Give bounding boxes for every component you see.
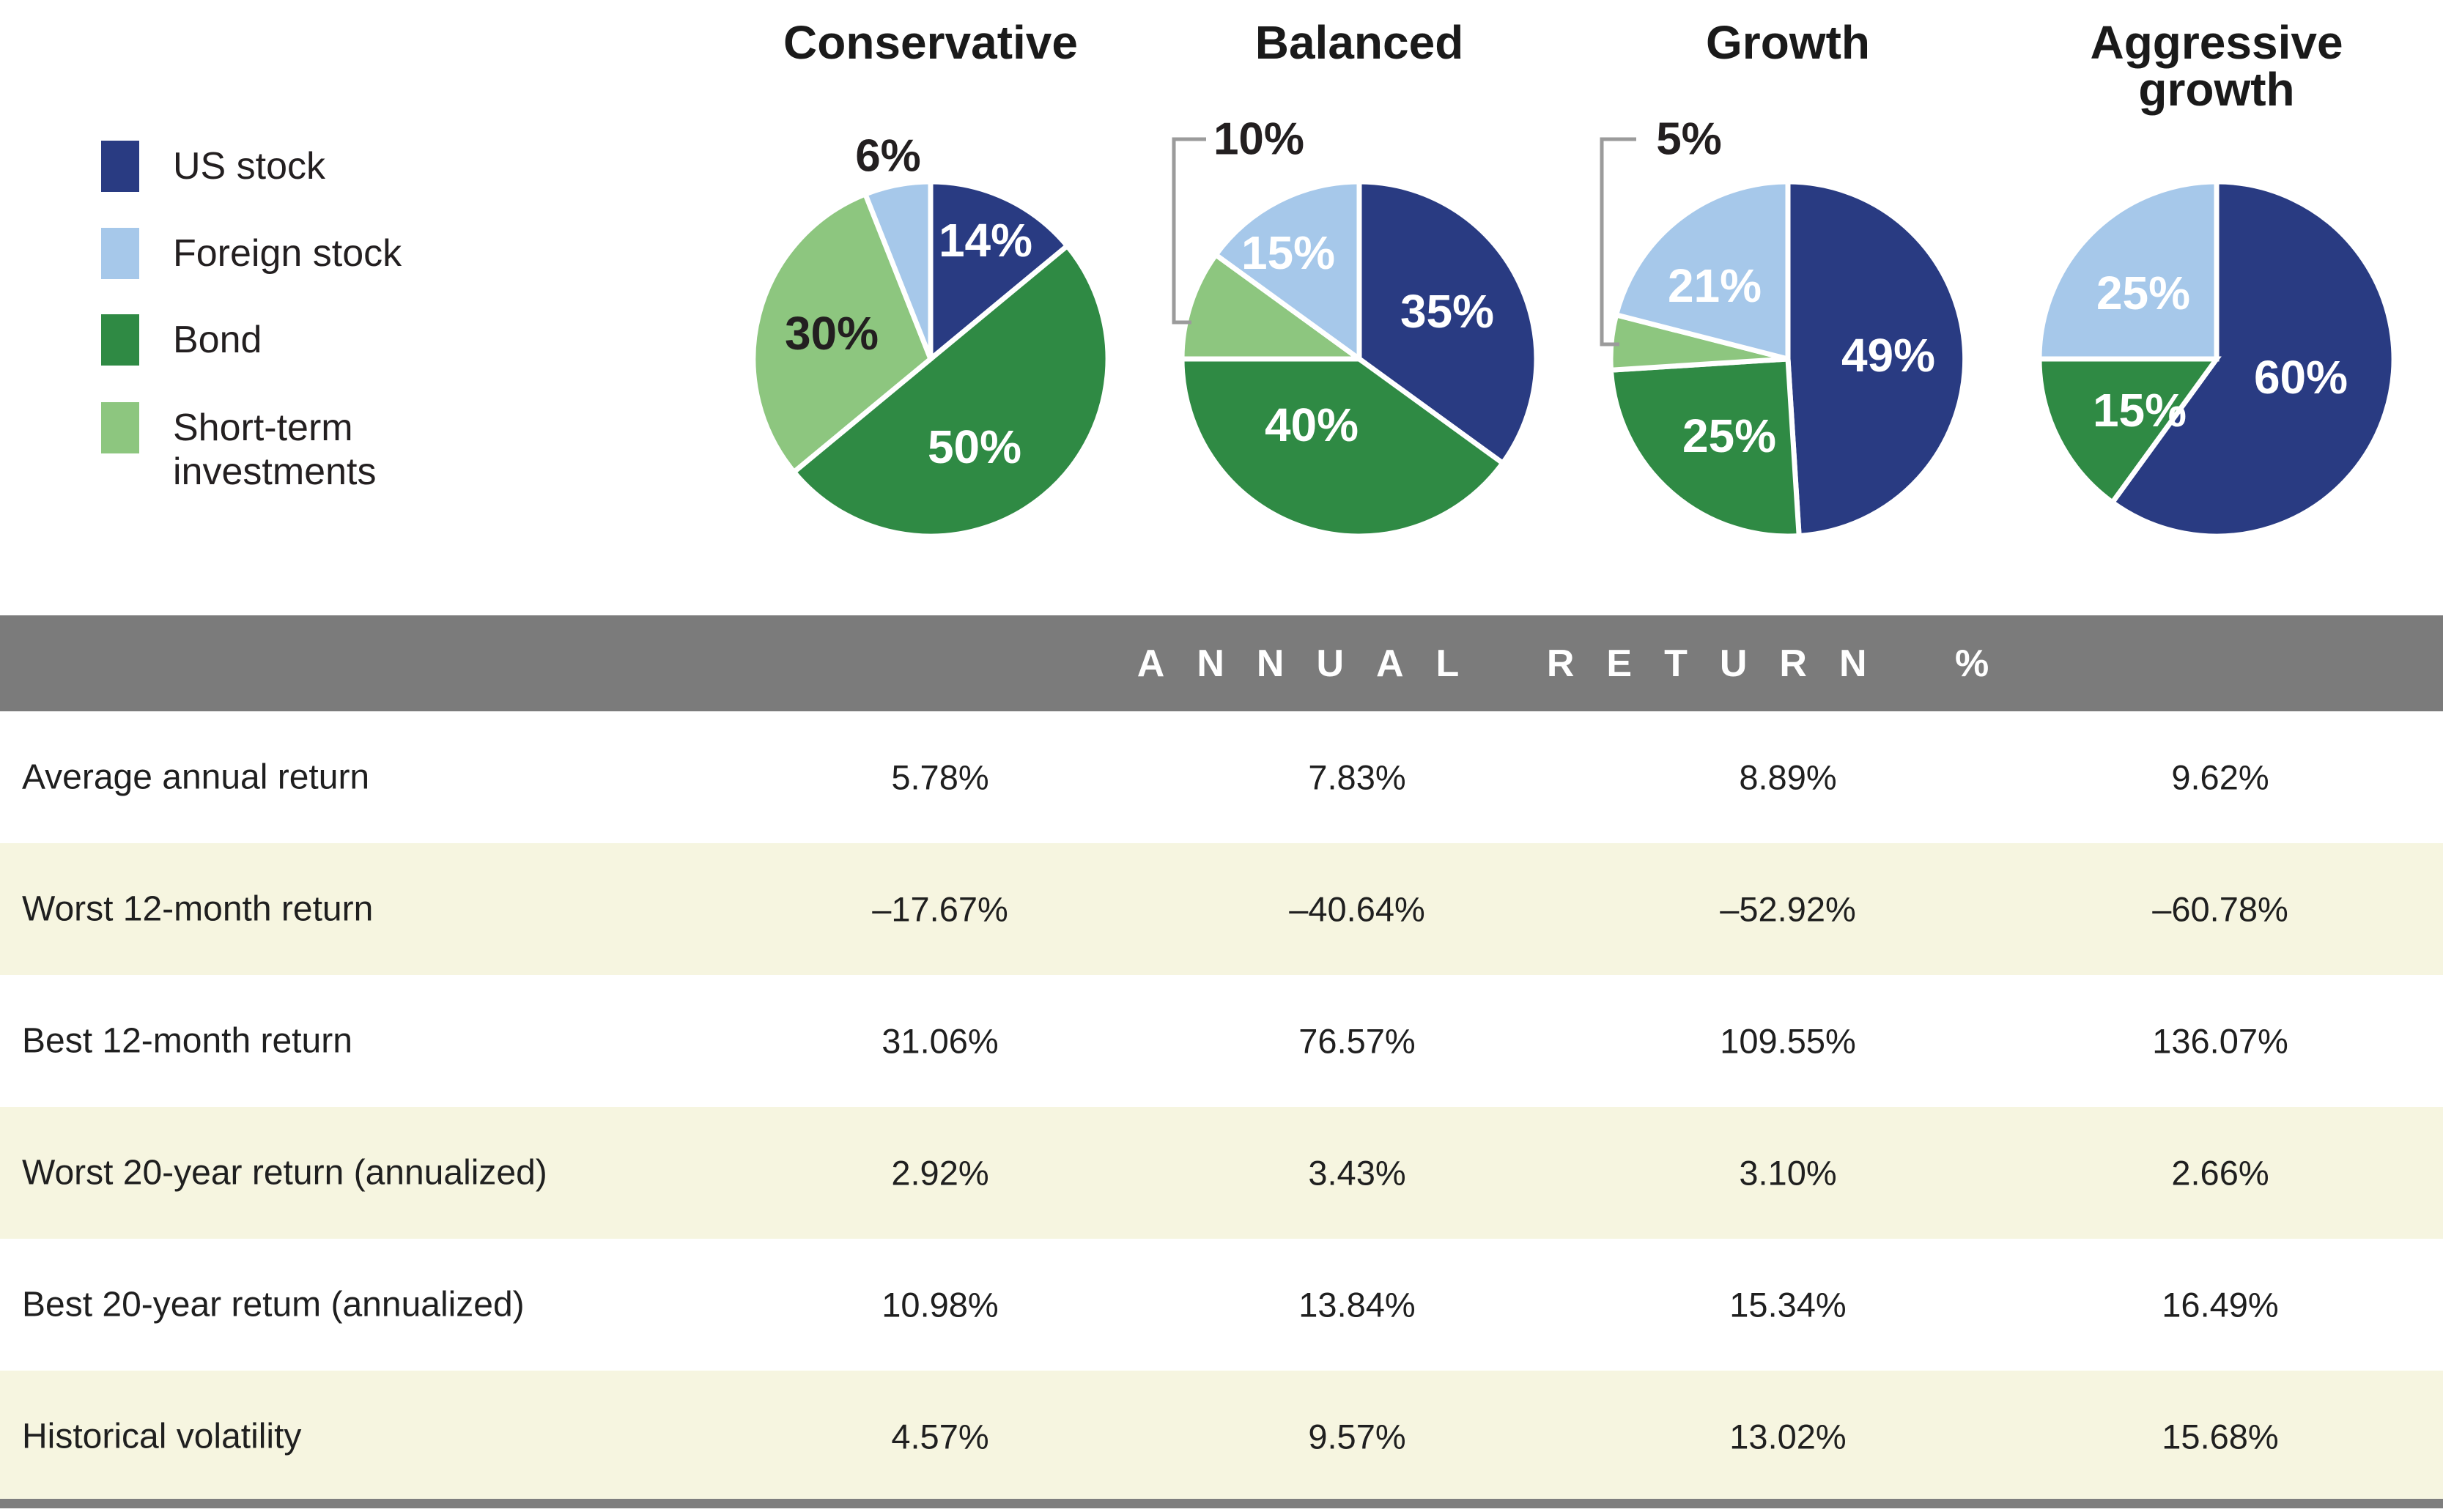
legend-item: Short-term investments xyxy=(101,402,376,494)
row-value: 109.55% xyxy=(1720,1021,1856,1061)
row-value: 7.83% xyxy=(1308,757,1406,797)
legend-swatch-short_term xyxy=(101,402,139,453)
pie-title: Conservative xyxy=(783,16,1078,69)
pie-slice-label: 60% xyxy=(2254,351,2348,404)
table-header-band: ANNUAL RETURN % xyxy=(0,615,2443,711)
row-value: 16.49% xyxy=(2162,1285,2279,1324)
pie-slice-label: 30% xyxy=(785,307,879,360)
row-value: 2.66% xyxy=(2171,1153,2269,1193)
pie-slice xyxy=(1785,179,1968,539)
row-value: 5.78% xyxy=(891,757,989,797)
pie-slice-label: 49% xyxy=(1841,329,1935,382)
pie-slice xyxy=(2036,179,2220,362)
table-row: Best 12-month return 31.06% 76.57% 109.55% 1… xyxy=(0,975,2443,1107)
pie-slice xyxy=(790,242,1111,539)
row-value: 8.89% xyxy=(1739,757,1837,797)
pie-slice xyxy=(2036,356,2222,506)
legend-swatch-us_stock xyxy=(101,141,139,192)
legend-item: Bond xyxy=(101,314,262,366)
pie-slice-label: 14% xyxy=(939,214,1032,267)
row-value: 10.98% xyxy=(882,1285,999,1324)
pie-slice-label: 50% xyxy=(928,420,1021,473)
row-label: Worst 12-month return xyxy=(22,889,374,929)
legend-label: Short-term investments xyxy=(173,407,377,493)
legend-label: US stock xyxy=(173,145,326,188)
pie-slice-label: 21% xyxy=(1668,259,1762,312)
legend-item: US stock xyxy=(101,141,325,192)
legend-swatch-foreign_stock xyxy=(101,228,139,279)
pie-slice xyxy=(862,179,934,360)
pie-title: Aggressive growth xyxy=(2090,16,2343,116)
row-label: Best 12-month return xyxy=(22,1021,352,1061)
pie-slice xyxy=(1608,356,1802,539)
table-row: Worst 12-month return –17.67% –40.64% –52.9… xyxy=(0,843,2443,975)
pie-slice xyxy=(928,179,1071,365)
pie-slice xyxy=(1356,179,1540,467)
row-label: Best 20-year retum (annualized) xyxy=(22,1285,525,1324)
row-value: 13.02% xyxy=(1729,1417,1847,1456)
row-value: –52.92% xyxy=(1720,889,1856,929)
row-value: 31.06% xyxy=(882,1021,999,1061)
pie-slice-label: 6% xyxy=(855,131,921,182)
table-row: Average annual return 5.78% 7.83% 8.89% 9.62… xyxy=(0,711,2443,843)
pie-slice xyxy=(1179,356,1507,539)
pie-slice xyxy=(2108,179,2397,539)
pie-slice-label: 35% xyxy=(1400,285,1494,338)
pie-slice-label: 15% xyxy=(2093,384,2187,437)
row-value: 3.43% xyxy=(1308,1153,1406,1193)
pie-slice-label: 15% xyxy=(1241,226,1335,279)
bottom-border-bar xyxy=(0,1499,2443,1508)
row-value: 76.57% xyxy=(1298,1021,1416,1061)
table-rows: Average annual return 5.78% 7.83% 8.89% 9.62… xyxy=(0,711,2443,1502)
pies-svg: 14% 50% 30% 6% 35% 40% 10% 15% 49% 25% 5% 21% 60% 15%… xyxy=(750,114,2397,539)
callout-bracket xyxy=(1172,137,1206,325)
pie-slice-label: 25% xyxy=(2096,267,2190,319)
row-value: 15.34% xyxy=(1729,1285,1847,1324)
pie-slice xyxy=(750,190,934,476)
table-row: Historical volatility 4.57% 9.57% 13.02% 15.… xyxy=(0,1371,2443,1502)
legend-swatch-bond xyxy=(101,314,139,366)
row-value: –17.67% xyxy=(872,889,1008,929)
row-value: 9.57% xyxy=(1308,1417,1406,1456)
pie-slice xyxy=(1179,251,1367,362)
row-value: 3.10% xyxy=(1739,1153,1837,1193)
pie-title: Growth xyxy=(1706,16,1870,69)
table-row: Worst 20-year return (annualized) 2.92% 3.… xyxy=(0,1107,2443,1239)
legend: US stock Foreign stock Bond Short-term inve… xyxy=(0,0,659,615)
row-value: 136.07% xyxy=(2152,1021,2288,1061)
pie-title: Balanced xyxy=(1254,16,1464,69)
legend-item: Foreign stock xyxy=(101,228,402,279)
row-label: Worst 20-year return (annualized) xyxy=(22,1153,547,1193)
row-value: –60.78% xyxy=(2152,889,2288,929)
legend-label: Bond xyxy=(173,319,262,361)
pie-slice-label: 25% xyxy=(1682,410,1776,462)
row-value: 4.57% xyxy=(891,1417,989,1456)
table-row: Best 20-year retum (annualized) 10.98% 13.… xyxy=(0,1239,2443,1371)
row-value: 9.62% xyxy=(2171,757,2269,797)
pie-slice-label: 40% xyxy=(1265,399,1359,451)
pie-slice-label: 10% xyxy=(1213,114,1304,165)
row-value: 13.84% xyxy=(1298,1285,1416,1324)
pie-slice xyxy=(1613,179,1791,363)
pie-slice-label: 5% xyxy=(1656,114,1722,165)
row-label: Average annual return xyxy=(22,757,370,797)
callout-bracket xyxy=(1600,137,1636,346)
table-header-label: ANNUAL RETURN % xyxy=(1137,642,2022,685)
row-value: –40.64% xyxy=(1289,889,1425,929)
row-value: 2.92% xyxy=(891,1153,989,1193)
legend-label: Foreign stock xyxy=(173,232,402,275)
row-label: Historical volatility xyxy=(22,1417,302,1456)
pie-slice xyxy=(1212,179,1362,364)
row-value: 15.68% xyxy=(2162,1417,2279,1456)
